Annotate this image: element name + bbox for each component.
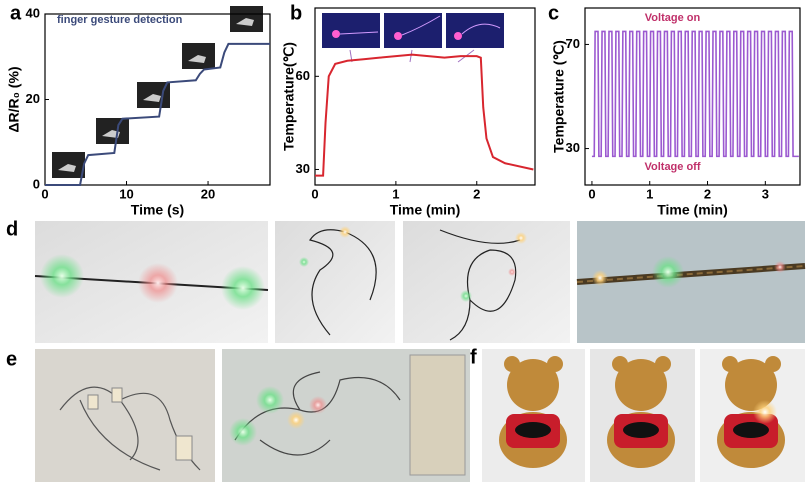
x-tick-label: 0 — [41, 186, 48, 201]
panel-label: a — [10, 2, 22, 24]
y-axis-label: ΔR/R₀ (%) — [6, 66, 22, 132]
panel-label: f — [470, 346, 477, 368]
y-tick-label: 40 — [26, 5, 40, 20]
x-tick-label: 0 — [588, 186, 595, 201]
y-axis-label: Temperature(℃) — [281, 42, 297, 151]
x-tick-label: 20 — [201, 186, 215, 201]
annotation: finger gesture detection — [57, 14, 183, 26]
photo-row-e — [35, 349, 470, 482]
panel-label: b — [290, 2, 302, 24]
x-tick-label: 10 — [119, 186, 133, 201]
x-tick-label: 1 — [646, 186, 653, 201]
x-tick-label: 1 — [392, 186, 399, 201]
x-axis-label: Time (min) — [390, 202, 461, 218]
y-tick-label: 30 — [296, 161, 310, 176]
y-axis-label: Temperature (℃) — [551, 40, 567, 153]
panel-label: d — [6, 218, 18, 240]
photo-row-d — [34, 221, 806, 343]
y-tick-label: 20 — [26, 91, 40, 106]
y-tick-label: 70 — [566, 36, 580, 51]
inset-photos — [322, 13, 504, 63]
plot-frame — [584, 7, 801, 186]
y-tick-label: 60 — [296, 68, 310, 83]
x-axis-label: Time (s) — [131, 202, 184, 218]
annotation: Voltage off — [644, 161, 700, 173]
y-tick-label: 30 — [566, 140, 580, 155]
plot-frame — [314, 7, 536, 186]
x-tick-label: 3 — [762, 186, 769, 201]
panel-label: e — [6, 348, 17, 370]
data-line — [591, 30, 799, 158]
y-tick-label: 0 — [33, 176, 40, 191]
photo-row-f — [482, 349, 805, 482]
data-line — [45, 42, 270, 186]
x-tick-label: 2 — [473, 186, 480, 201]
x-axis-label: Time (min) — [657, 202, 728, 218]
x-tick-label: 0 — [311, 186, 318, 201]
x-tick-label: 2 — [704, 186, 711, 201]
panel-label: c — [548, 2, 559, 24]
data-line — [315, 53, 534, 177]
annotation: Voltage on — [645, 12, 701, 24]
inset-photos — [52, 6, 263, 178]
